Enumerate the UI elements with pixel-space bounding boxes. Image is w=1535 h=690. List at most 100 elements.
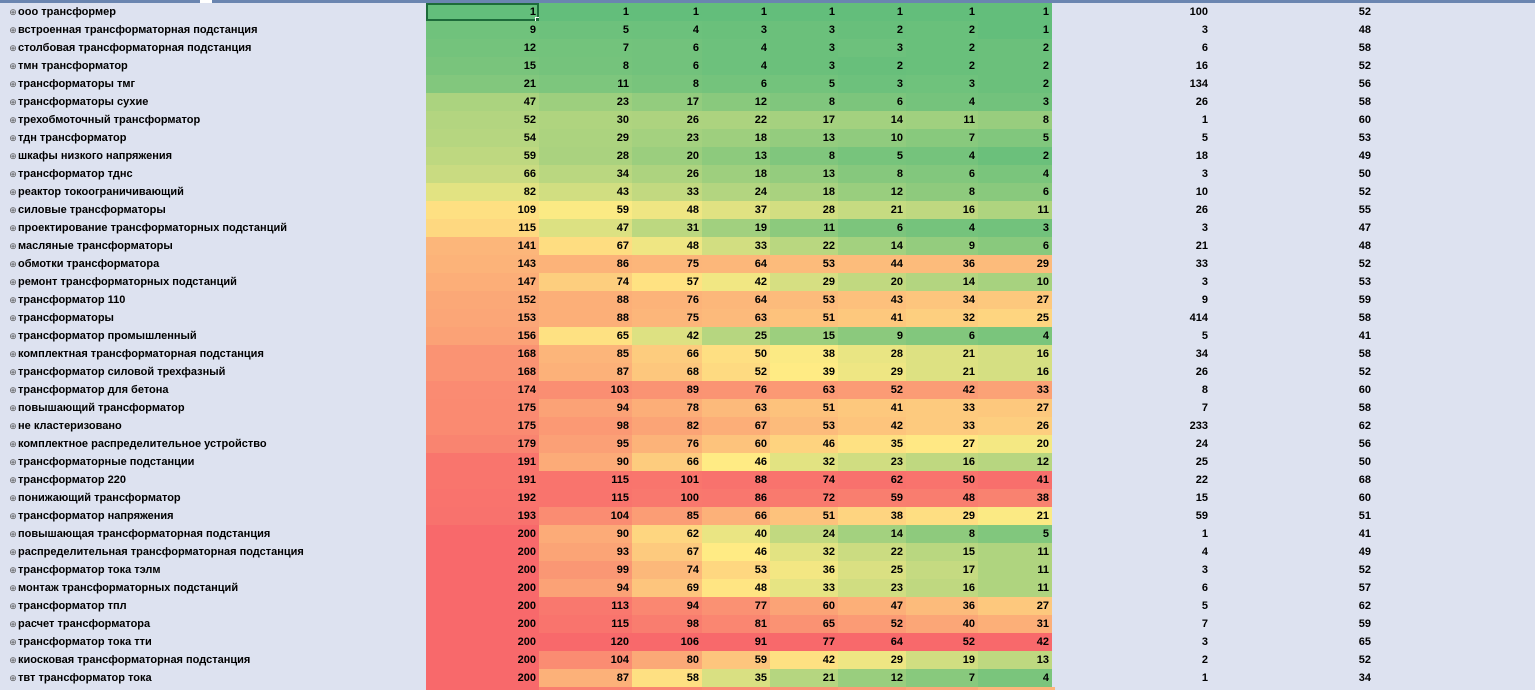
value-cell[interactable]: 65 (770, 615, 838, 633)
value-cell[interactable]: 74 (770, 471, 838, 489)
frequency-cell[interactable]: 26 (1195, 204, 1208, 216)
value-cell[interactable]: 147 (426, 273, 539, 291)
value-cell[interactable]: 29 (838, 363, 906, 381)
row-label[interactable]: трансформаторы (18, 312, 114, 324)
value-cell[interactable]: 1 (978, 21, 1052, 39)
value-cell[interactable]: 109 (426, 201, 539, 219)
value-cell[interactable]: 3 (770, 39, 838, 57)
value-cell[interactable]: 16 (906, 453, 978, 471)
value-cell[interactable]: 168 (426, 363, 539, 381)
value-cell[interactable]: 41 (978, 471, 1052, 489)
frequency-cell[interactable]: 3 (1201, 276, 1208, 288)
value-cell[interactable]: 41 (838, 399, 906, 417)
last-value-cell[interactable]: 49 (1358, 546, 1371, 558)
expand-icon[interactable] (9, 3, 17, 21)
row-label[interactable]: комплектное распределительное устройство (18, 438, 267, 450)
value-cell[interactable]: 21 (838, 201, 906, 219)
frequency-cell[interactable]: 6 (1201, 42, 1208, 54)
frequency-cell[interactable]: 233 (1189, 420, 1208, 432)
value-cell[interactable]: 72 (770, 489, 838, 507)
value-cell[interactable]: 21 (978, 507, 1052, 525)
value-cell[interactable]: 74 (632, 561, 702, 579)
expand-icon[interactable] (9, 309, 17, 327)
value-cell[interactable]: 21 (906, 345, 978, 363)
value-cell[interactable]: 75 (632, 255, 702, 273)
value-cell[interactable]: 33 (906, 399, 978, 417)
row-label[interactable]: трансформатор 110 (18, 294, 126, 306)
frequency-cell[interactable]: 22 (1195, 474, 1208, 486)
value-cell[interactable]: 12 (426, 39, 539, 57)
last-value-cell[interactable]: 58 (1358, 42, 1371, 54)
expand-icon[interactable] (9, 291, 17, 309)
value-cell[interactable]: 1 (906, 3, 978, 21)
value-cell[interactable]: 14 (838, 237, 906, 255)
value-cell[interactable]: 12 (838, 183, 906, 201)
value-cell[interactable]: 6 (838, 93, 906, 111)
value-cell[interactable]: 88 (539, 291, 632, 309)
value-cell[interactable]: 46 (702, 543, 770, 561)
last-value-cell[interactable]: 52 (1358, 654, 1371, 666)
value-cell[interactable]: 29 (770, 273, 838, 291)
value-cell[interactable]: 90 (539, 525, 632, 543)
value-cell[interactable]: 179 (426, 435, 539, 453)
value-cell[interactable]: 7 (906, 129, 978, 147)
frequency-cell[interactable]: 26 (1195, 366, 1208, 378)
value-cell[interactable]: 48 (632, 237, 702, 255)
value-cell[interactable]: 48 (632, 201, 702, 219)
value-cell[interactable]: 4 (906, 219, 978, 237)
last-value-cell[interactable]: 52 (1358, 60, 1371, 72)
value-cell[interactable]: 42 (770, 651, 838, 669)
value-cell[interactable]: 42 (906, 381, 978, 399)
value-cell[interactable]: 4 (978, 165, 1052, 183)
value-cell[interactable]: 66 (632, 453, 702, 471)
value-cell[interactable]: 95 (539, 435, 632, 453)
last-value-cell[interactable]: 53 (1358, 132, 1371, 144)
value-cell[interactable]: 74 (539, 273, 632, 291)
value-cell[interactable]: 90 (539, 453, 632, 471)
value-cell[interactable]: 32 (770, 453, 838, 471)
value-cell[interactable]: 12 (838, 669, 906, 687)
last-value-cell[interactable]: 41 (1358, 528, 1371, 540)
last-value-cell[interactable]: 62 (1358, 600, 1371, 612)
last-value-cell[interactable]: 47 (1358, 222, 1371, 234)
value-cell[interactable]: 16 (906, 201, 978, 219)
value-cell[interactable]: 12 (978, 453, 1052, 471)
value-cell[interactable]: 38 (978, 489, 1052, 507)
spreadsheet-grid[interactable]: ооо трансформер1111111110052встроенная т… (0, 3, 1535, 687)
value-cell[interactable]: 32 (770, 543, 838, 561)
value-cell[interactable]: 59 (702, 651, 770, 669)
value-cell[interactable]: 29 (906, 507, 978, 525)
value-cell[interactable]: 63 (770, 381, 838, 399)
expand-icon[interactable] (9, 21, 17, 39)
expand-icon[interactable] (9, 165, 17, 183)
value-cell[interactable]: 11 (770, 219, 838, 237)
expand-icon[interactable] (9, 39, 17, 57)
frequency-cell[interactable]: 18 (1195, 150, 1208, 162)
last-value-cell[interactable]: 55 (1358, 204, 1371, 216)
expand-icon[interactable] (9, 273, 17, 291)
value-cell[interactable]: 1 (702, 3, 770, 21)
value-cell[interactable]: 20 (978, 435, 1052, 453)
expand-icon[interactable] (9, 129, 17, 147)
value-cell[interactable]: 58 (632, 669, 702, 687)
value-cell[interactable]: 60 (770, 597, 838, 615)
row-label[interactable]: ооо трансформер (18, 6, 116, 18)
value-cell[interactable]: 4 (906, 147, 978, 165)
value-cell[interactable]: 4 (978, 669, 1052, 687)
row-label[interactable]: понижающий трансформатор (18, 492, 181, 504)
value-cell[interactable]: 59 (838, 489, 906, 507)
value-cell[interactable]: 44 (838, 255, 906, 273)
last-value-cell[interactable]: 34 (1358, 672, 1371, 684)
value-cell[interactable]: 3 (978, 93, 1052, 111)
value-cell[interactable]: 200 (426, 579, 539, 597)
value-cell[interactable]: 77 (702, 597, 770, 615)
value-cell[interactable]: 59 (426, 147, 539, 165)
expand-icon[interactable] (9, 237, 17, 255)
value-cell[interactable]: 75 (632, 309, 702, 327)
row-label[interactable]: ремонт трансформаторных подстанций (18, 276, 237, 288)
value-cell[interactable]: 13 (770, 129, 838, 147)
expand-icon[interactable] (9, 597, 17, 615)
value-cell[interactable]: 20 (838, 273, 906, 291)
last-value-cell[interactable]: 52 (1358, 186, 1371, 198)
last-value-cell[interactable]: 51 (1358, 510, 1371, 522)
